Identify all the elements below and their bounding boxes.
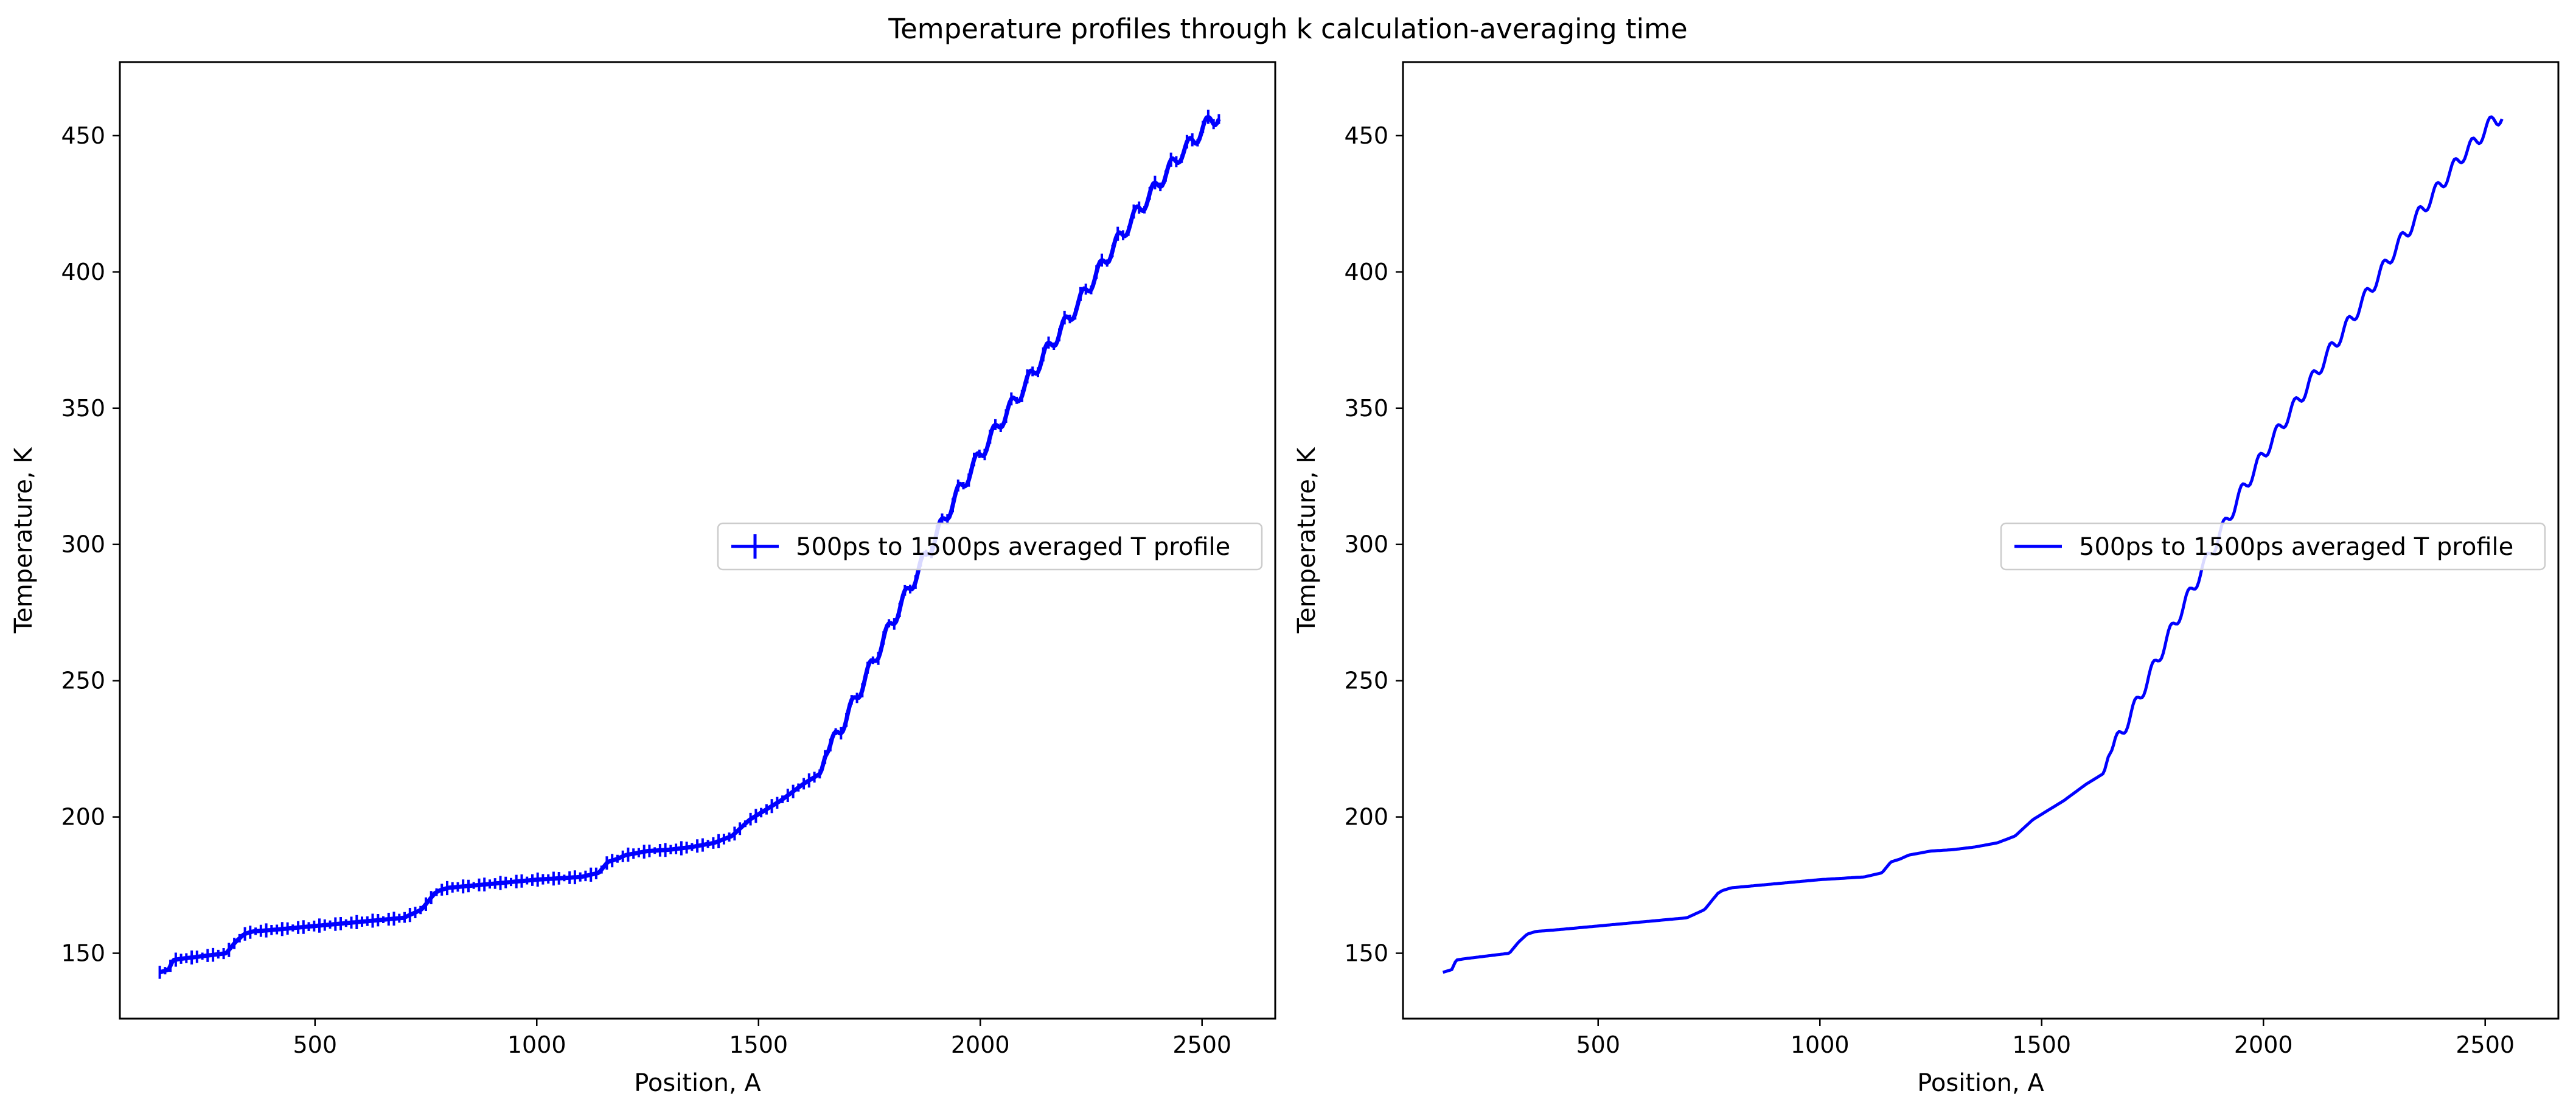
y-tick-label: 300: [61, 531, 105, 558]
x-tick-label: 500: [1576, 1031, 1620, 1058]
x-tick-label: 2500: [2456, 1031, 2515, 1058]
y-tick-label: 450: [1344, 122, 1388, 149]
y-tick-label: 150: [1344, 940, 1388, 967]
axes-frame: [119, 61, 1276, 1020]
figure-title: Temperature profiles through k calculati…: [888, 13, 1687, 45]
x-tick-label: 1500: [729, 1031, 788, 1058]
error-bars: [158, 110, 1220, 979]
legend: 500ps to 1500ps averaged T profile: [2000, 522, 2546, 571]
y-tick-label: 200: [61, 804, 105, 831]
y-axis-label: Temperature, K: [1293, 447, 1321, 634]
y-tick-label: 250: [61, 668, 105, 694]
x-tick-label: 2500: [1172, 1031, 1231, 1058]
y-tick-label: 400: [1344, 259, 1388, 285]
y-tick-label: 250: [1344, 668, 1388, 694]
legend-label: 500ps to 1500ps averaged T profile: [2079, 533, 2513, 561]
x-tick-label: 1000: [507, 1031, 566, 1058]
series-line: [1442, 115, 2504, 974]
y-tick-label: 150: [61, 940, 105, 967]
right-panel-line-chart: 500 1000 1500 2000 2500 150 200 250 300 350 400 450…: [1293, 61, 2560, 1097]
y-tick-label: 450: [61, 122, 105, 149]
left-panel-errorbar-chart: 500 1000 1500 2000 2500 150 200 250 300 350 400 450…: [10, 61, 1276, 1097]
x-axis-label: Position, A: [1917, 1069, 2044, 1097]
x-tick-label: 500: [293, 1031, 337, 1058]
legend-box: [717, 522, 1263, 571]
legend: 500ps to 1500ps averaged T profile: [717, 522, 1263, 571]
x-tick-label: 2000: [2234, 1031, 2293, 1058]
x-tick-label: 1000: [1791, 1031, 1850, 1058]
y-tick-label: 400: [61, 259, 105, 285]
y-axis-label: Temperature, K: [10, 447, 38, 634]
x-tick-label: 1500: [2012, 1031, 2071, 1058]
x-axis-label: Position, A: [634, 1069, 761, 1097]
y-tick-label: 350: [61, 395, 105, 422]
y-tick-label: 300: [1344, 531, 1388, 558]
legend-label: 500ps to 1500ps averaged T profile: [796, 533, 1230, 561]
y-tick-label: 350: [1344, 395, 1388, 422]
y-tick-label: 200: [1344, 804, 1388, 831]
x-tick-label: 2000: [951, 1031, 1010, 1058]
legend-box: [2000, 522, 2546, 571]
axes-frame: [1402, 61, 2560, 1020]
